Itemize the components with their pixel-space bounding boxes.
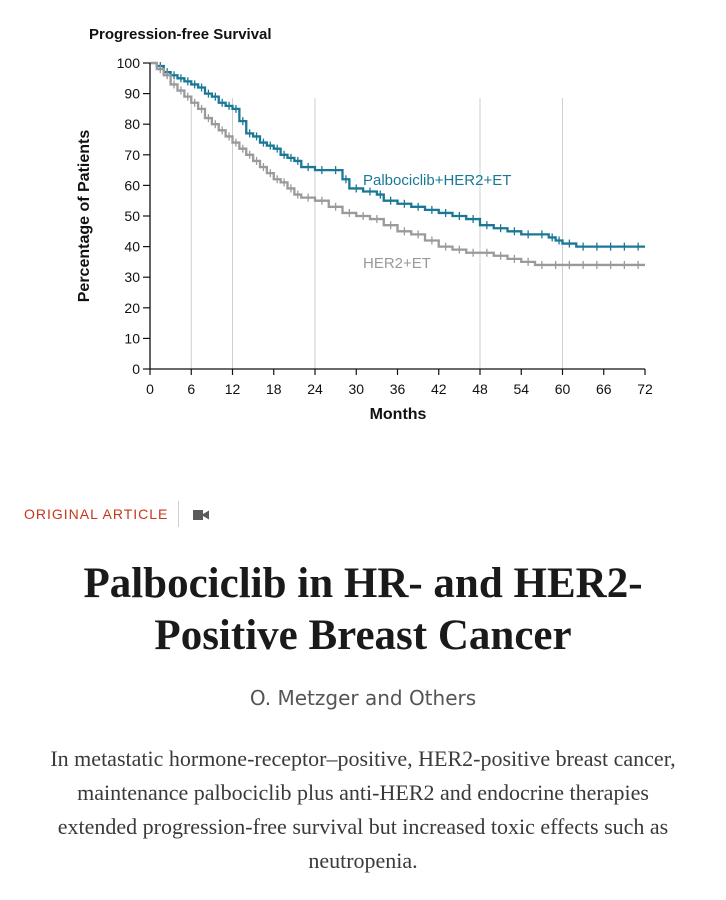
x-tick-label: 12 bbox=[225, 381, 241, 397]
x-tick-label: 24 bbox=[307, 381, 323, 397]
y-axis-ticks: 0 10 20 30 40 50 60 70 80 90 100 bbox=[117, 55, 150, 377]
x-tick-label: 30 bbox=[348, 381, 364, 397]
y-tick-label: 100 bbox=[117, 55, 141, 71]
section-divider bbox=[178, 501, 180, 527]
series-line-0 bbox=[150, 61, 645, 248]
series-line-1 bbox=[150, 61, 645, 267]
y-tick-label: 20 bbox=[124, 300, 140, 316]
x-tick-label: 42 bbox=[431, 381, 447, 397]
x-tick-label: 18 bbox=[266, 381, 282, 397]
y-tick-label: 80 bbox=[124, 116, 140, 132]
y-tick-label: 90 bbox=[124, 86, 140, 102]
reference-lines bbox=[190, 98, 563, 369]
x-tick-label: 72 bbox=[637, 381, 653, 397]
article-type-label[interactable]: ORIGINAL ARTICLE bbox=[24, 506, 169, 522]
x-axis-ticks: 0 6 12 18 24 30 36 42 48 54 60 66 72 bbox=[146, 369, 653, 397]
x-tick-label: 36 bbox=[390, 381, 406, 397]
x-tick-label: 0 bbox=[146, 381, 154, 397]
survival-curves bbox=[150, 61, 645, 267]
x-tick-label: 60 bbox=[555, 381, 571, 397]
article-type-row: ORIGINAL ARTICLE bbox=[24, 500, 210, 528]
x-tick-label: 66 bbox=[596, 381, 612, 397]
x-tick-label: 6 bbox=[187, 381, 195, 397]
x-tick-label: 54 bbox=[513, 381, 529, 397]
article-title[interactable]: Palbociclib in HR- and HER2-Positive Bre… bbox=[83, 560, 643, 659]
x-axis-label: Months bbox=[370, 406, 427, 423]
censor-marks bbox=[159, 62, 639, 269]
series-label-control: HER2+ET bbox=[363, 255, 431, 272]
video-camera-icon[interactable] bbox=[193, 508, 210, 520]
y-tick-label: 10 bbox=[124, 330, 140, 346]
y-tick-label: 0 bbox=[132, 361, 140, 377]
y-tick-label: 60 bbox=[124, 177, 140, 193]
chart-title: Progression-free Survival bbox=[89, 26, 272, 43]
series-label-palbociclib: Palbociclib+HER2+ET bbox=[363, 172, 511, 189]
article-summary: In metastatic hormone-receptor–positive,… bbox=[50, 746, 676, 873]
article-authors: O. Metzger and Others bbox=[249, 686, 477, 710]
y-tick-label: 40 bbox=[124, 239, 140, 255]
x-tick-label: 48 bbox=[472, 381, 488, 397]
y-axis-label: Percentage of Patients bbox=[76, 130, 93, 303]
y-tick-label: 30 bbox=[124, 269, 140, 285]
y-tick-label: 50 bbox=[124, 208, 140, 224]
y-tick-label: 70 bbox=[124, 147, 140, 163]
pfs-chart: Progression-free Survival 01020304050607… bbox=[76, 26, 653, 423]
